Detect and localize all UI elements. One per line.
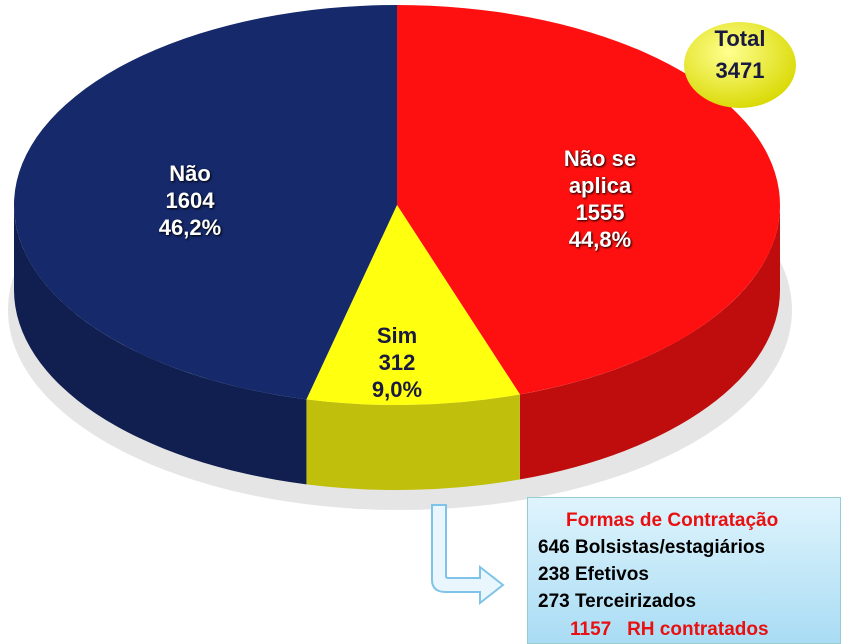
slice-percent: 9,0% [371, 377, 423, 402]
slice-percent: 44,8% [568, 227, 632, 252]
slice-side [14, 205, 307, 485]
slice-side [306, 394, 520, 490]
item-label: Terceirizados [574, 591, 697, 612]
slice-side [519, 205, 780, 480]
total-badge [684, 22, 796, 108]
total-label: RH contratados [627, 619, 769, 640]
slice-value: 1604 [165, 188, 215, 213]
slice-label: Sim 312 9,0% [342, 322, 452, 403]
slice [13, 5, 398, 400]
slice-label: Não 1604 46,2% [135, 160, 245, 241]
arrow [431, 504, 505, 606]
box-total: 1157 RH contratados [570, 619, 769, 641]
box-item: 238 Efetivos [538, 564, 649, 586]
total-value: 3471 [715, 58, 765, 83]
box-item: 273 Terceirizados [538, 591, 696, 613]
slice-percent: 46,2% [158, 215, 222, 240]
item-value: 646 [538, 537, 570, 558]
slice [306, 205, 520, 405]
contract-box: Formas de Contratação 646 Bolsistas/esta… [527, 497, 841, 644]
item-label: Bolsistas/estagiários [574, 537, 766, 558]
slice-label: Não se aplica 1555 44,8% [555, 145, 645, 253]
item-value: 273 [538, 591, 570, 612]
slice-name: Não [169, 161, 211, 186]
slice-name: Não se aplica [563, 146, 637, 198]
total-label: Total [714, 26, 766, 51]
slice-value: 1555 [575, 200, 625, 225]
box-title: Formas de Contratação [566, 510, 779, 531]
total: Total 3471 [685, 23, 795, 87]
slice-value: 312 [378, 350, 416, 375]
box-item: 646 Bolsistas/estagiários [538, 537, 765, 559]
total-value: 1157 [570, 619, 612, 640]
item-label: Efetivos [574, 564, 649, 585]
slice-name: Sim [376, 323, 418, 348]
item-value: 238 [538, 564, 570, 585]
slice [397, 5, 780, 395]
